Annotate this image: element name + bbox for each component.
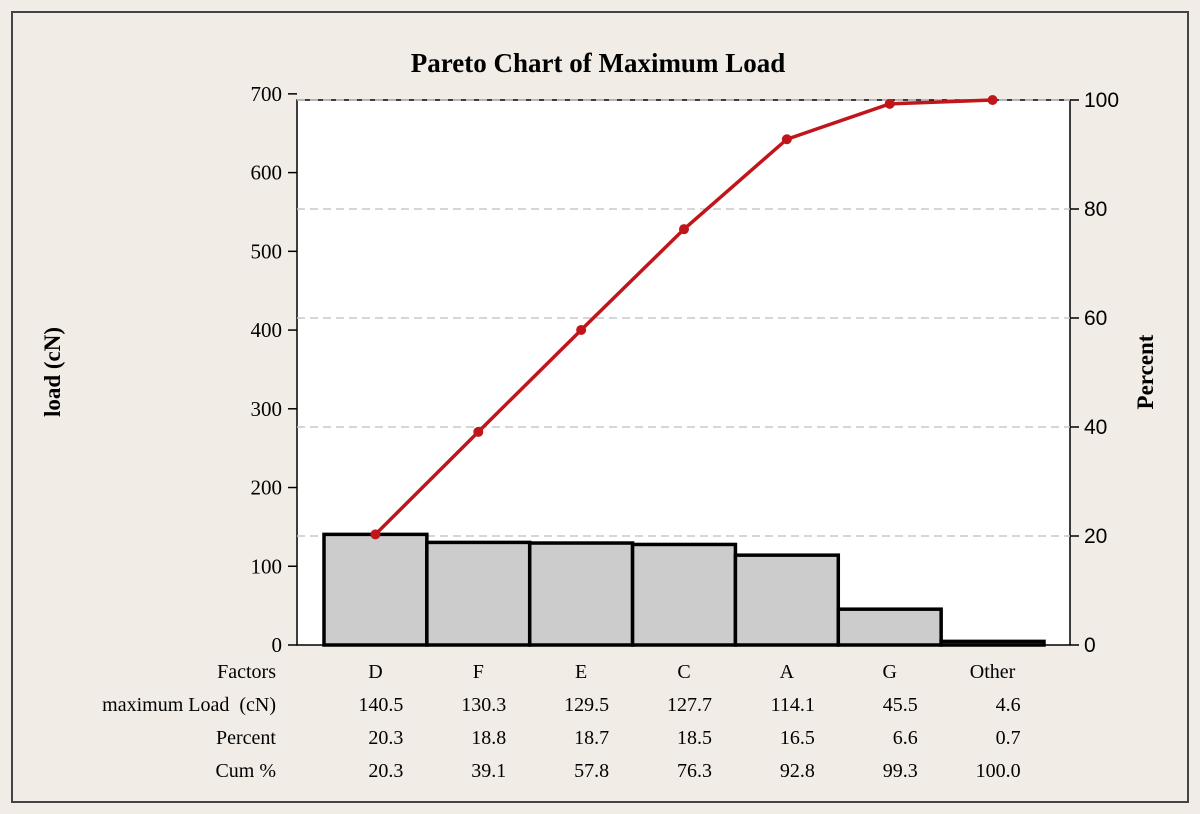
table-cell: 45.5 [883, 694, 918, 716]
y-axis-left: 0 100 200 300 400 500 600 700 [251, 82, 297, 657]
y-tick-label: 100 [251, 554, 283, 578]
y-tick-label: 200 [251, 476, 283, 500]
cum-percent-marker [679, 224, 689, 235]
table-cell: 129.5 [564, 694, 609, 716]
chart-title: Pareto Chart of Maximum Load [411, 48, 785, 78]
cum-percent-marker [987, 95, 998, 105]
y2-axis-label: Percent [1133, 334, 1158, 409]
table-cell: 20.3 [368, 760, 403, 782]
table-cell: 0.7 [996, 727, 1021, 749]
cum-percent-marker [576, 324, 587, 335]
bar [527, 541, 635, 647]
category-label: G [882, 661, 896, 683]
data-table: Factors maximum Load (cN) Percent Cum % D F E C… [102, 661, 1020, 782]
y-tick-label: 600 [251, 161, 283, 185]
table-row-label: Factors [217, 661, 276, 683]
cum-line [370, 95, 998, 540]
y-tick-label: 400 [251, 318, 283, 342]
table-cell: 18.8 [471, 727, 506, 749]
bar [322, 532, 429, 647]
cum-percent-marker [884, 98, 895, 109]
cum-percent-marker [370, 529, 381, 540]
category-label: D [368, 661, 382, 683]
table-cell: 127.7 [667, 694, 712, 716]
table-cell: 130.3 [461, 694, 506, 716]
bar [425, 540, 532, 647]
y2-tick-label: 100 [1084, 89, 1119, 112]
category-label: E [575, 661, 587, 683]
y-axis-right: 0 20 40 60 80 100 [1070, 89, 1119, 657]
table-cell: 57.8 [574, 760, 609, 782]
y2-tick-label: 80 [1084, 198, 1107, 221]
y2-tick-label: 0 [1084, 634, 1096, 657]
table-cell: 39.1 [471, 760, 506, 782]
table-cell: 92.8 [780, 760, 815, 782]
y-tick-label: 300 [251, 397, 283, 421]
table-cell: 18.5 [677, 727, 712, 749]
table-row-label: maximum Load (cN) [102, 694, 276, 716]
table-cell: 99.3 [883, 760, 918, 782]
table-cell: 6.6 [893, 727, 918, 749]
y-tick-label: 500 [251, 239, 283, 263]
y2-tick-label: 20 [1084, 525, 1107, 548]
category-label: F [473, 661, 484, 683]
table-cell: 20.3 [368, 727, 403, 749]
bar [836, 607, 943, 647]
table-cell: 100.0 [976, 760, 1021, 782]
y2-tick-label: 60 [1084, 307, 1107, 330]
category-label: C [677, 661, 690, 683]
cum-percent-marker [781, 134, 792, 145]
y-tick-label: 0 [272, 633, 283, 657]
table-cell: 18.7 [574, 727, 609, 749]
table-row-label: Cum % [215, 760, 276, 782]
table-row-label: Percent [216, 727, 276, 749]
cum-percent-marker [473, 426, 484, 437]
bar [939, 639, 1046, 647]
y2-tick-label: 40 [1084, 416, 1107, 439]
table-cell: 114.1 [771, 694, 815, 716]
bars [322, 532, 1046, 647]
bar [733, 553, 841, 647]
table-cell: 16.5 [780, 727, 815, 749]
category-label: Other [970, 661, 1016, 683]
table-cell: 140.5 [358, 694, 403, 716]
gridlines [297, 99, 1070, 537]
y-axis-label: load (cN) [40, 327, 65, 417]
category-label: A [780, 661, 795, 683]
table-cell: 4.6 [996, 694, 1021, 716]
table-cell: 76.3 [677, 760, 712, 782]
bar [630, 542, 738, 647]
y-tick-label: 700 [251, 82, 283, 106]
